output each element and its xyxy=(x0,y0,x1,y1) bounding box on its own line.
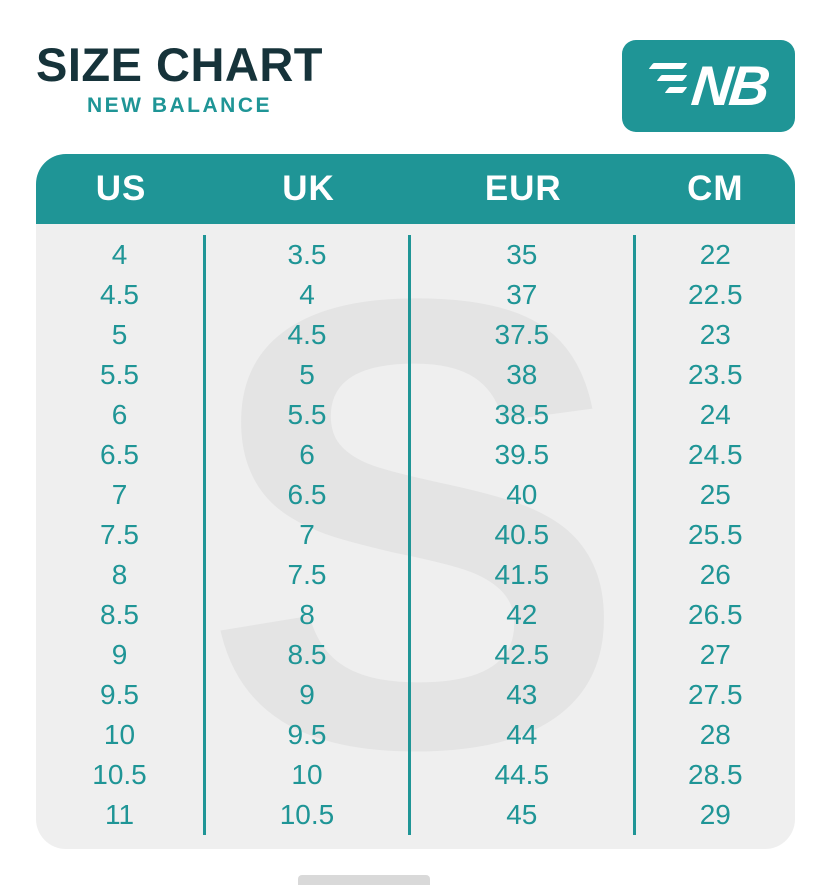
table-row: 8 7.5 41.5 26 xyxy=(36,555,795,595)
table-row: 6.5 6 39.5 24.5 xyxy=(36,435,795,475)
size-cell: 4.5 xyxy=(206,315,411,355)
column-header-uk: UK xyxy=(282,169,335,208)
size-cell: 25.5 xyxy=(688,519,743,550)
size-cell: 44.5 xyxy=(411,755,636,795)
size-cell: 5.5 xyxy=(36,355,207,395)
title-block: SIZE CHART NEW BALANCE xyxy=(36,40,323,118)
size-cell: 23.5 xyxy=(688,359,743,390)
size-cell: 9 xyxy=(36,635,207,675)
size-cell: 10 xyxy=(36,715,207,755)
page-header: SIZE CHART NEW BALANCE NB xyxy=(0,0,831,132)
size-cell: 7.5 xyxy=(206,555,411,595)
size-cell: 28.5 xyxy=(688,759,743,790)
size-cell: 4 xyxy=(36,235,207,275)
size-cell: 37.5 xyxy=(411,315,636,355)
size-cell: 24 xyxy=(699,399,731,430)
size-cell: 39.5 xyxy=(411,435,636,475)
size-cell: 42.5 xyxy=(411,635,636,675)
size-cell: 29 xyxy=(699,799,731,830)
size-cell: 3.5 xyxy=(206,235,411,275)
size-cell: 5 xyxy=(206,355,411,395)
size-cell: 27 xyxy=(699,639,731,670)
table-row: 11 10.5 45 29 xyxy=(36,795,795,835)
size-cell: 6.5 xyxy=(36,435,207,475)
table-header-row: US UK EUR CM xyxy=(36,154,795,224)
size-cell: 5.5 xyxy=(206,395,411,435)
size-cell: 8 xyxy=(206,595,411,635)
size-cell: 37 xyxy=(411,275,636,315)
size-cell: 43 xyxy=(411,675,636,715)
size-cell: 10 xyxy=(206,755,411,795)
size-cell: 10.5 xyxy=(206,795,411,835)
size-cell: 44 xyxy=(411,715,636,755)
size-cell: 26.5 xyxy=(688,599,743,630)
table-row: 7.5 7 40.5 25.5 xyxy=(36,515,795,555)
size-cell: 8 xyxy=(36,555,207,595)
logo-speed-lines-icon xyxy=(648,60,687,96)
size-cell: 38.5 xyxy=(411,395,636,435)
table-row: 7 6.5 40 25 xyxy=(36,475,795,515)
brand-subtitle: NEW BALANCE xyxy=(87,94,272,118)
cropped-bottom-element xyxy=(298,875,430,885)
size-cell: 9 xyxy=(206,675,411,715)
size-cell: 22.5 xyxy=(688,279,743,310)
column-header-eur: EUR xyxy=(484,169,562,208)
page-title: SIZE CHART xyxy=(36,38,323,91)
size-cell: 7 xyxy=(36,475,207,515)
size-cell: 5 xyxy=(36,315,207,355)
column-header-us: US xyxy=(95,169,147,208)
table-row: 6 5.5 38.5 24 xyxy=(36,395,795,435)
size-cell: 25 xyxy=(699,479,731,510)
size-cell: 41.5 xyxy=(411,555,636,595)
size-cell: 42 xyxy=(411,595,636,635)
table-body-rows: 4 3.5 35 22 4.5 4 37 22.5 5 4.5 37.5 23 5.5 5 38 23.5 6 5… xyxy=(36,235,795,835)
size-cell: 8.5 xyxy=(36,595,207,635)
size-cell: 35 xyxy=(411,235,636,275)
size-cell: 10.5 xyxy=(36,755,207,795)
size-cell: 23 xyxy=(699,319,731,350)
size-cell: 11 xyxy=(36,795,207,835)
size-cell: 27.5 xyxy=(688,679,743,710)
size-cell: 26 xyxy=(699,559,731,590)
size-cell: 22 xyxy=(699,239,731,270)
size-cell: 24.5 xyxy=(688,439,743,470)
size-cell: 8.5 xyxy=(206,635,411,675)
column-header-cm: CM xyxy=(687,169,744,208)
new-balance-logo: NB xyxy=(622,40,795,132)
size-cell: 6 xyxy=(206,435,411,475)
size-cell: 4 xyxy=(206,275,411,315)
size-cell: 7.5 xyxy=(36,515,207,555)
table-row: 5.5 5 38 23.5 xyxy=(36,355,795,395)
size-cell: 6 xyxy=(36,395,207,435)
size-cell: 40 xyxy=(411,475,636,515)
size-cell: 7 xyxy=(206,515,411,555)
table-row: 9.5 9 43 27.5 xyxy=(36,675,795,715)
size-cell: 6.5 xyxy=(206,475,411,515)
logo-nb-text: NB xyxy=(688,54,770,117)
size-cell: 45 xyxy=(411,795,636,835)
size-table: US UK EUR CM S 4 3.5 35 22 4.5 4 37 22.5 5 4.5 37.… xyxy=(36,154,795,849)
size-cell: 9.5 xyxy=(36,675,207,715)
size-cell: 4.5 xyxy=(36,275,207,315)
watermark-s: S xyxy=(202,165,629,849)
size-cell: 28 xyxy=(699,719,731,750)
table-row: 10.5 10 44.5 28.5 xyxy=(36,755,795,795)
table-row: 4 3.5 35 22 xyxy=(36,235,795,275)
size-cell: 38 xyxy=(411,355,636,395)
size-cell: 40.5 xyxy=(411,515,636,555)
table-row: 10 9.5 44 28 xyxy=(36,715,795,755)
table-row: 9 8.5 42.5 27 xyxy=(36,635,795,675)
table-row: 8.5 8 42 26.5 xyxy=(36,595,795,635)
size-cell: 9.5 xyxy=(206,715,411,755)
table-row: 5 4.5 37.5 23 xyxy=(36,315,795,355)
table-body: S 4 3.5 35 22 4.5 4 37 22.5 5 4.5 37.5 23 5.5 5 38 23.5… xyxy=(36,203,795,849)
table-row: 4.5 4 37 22.5 xyxy=(36,275,795,315)
